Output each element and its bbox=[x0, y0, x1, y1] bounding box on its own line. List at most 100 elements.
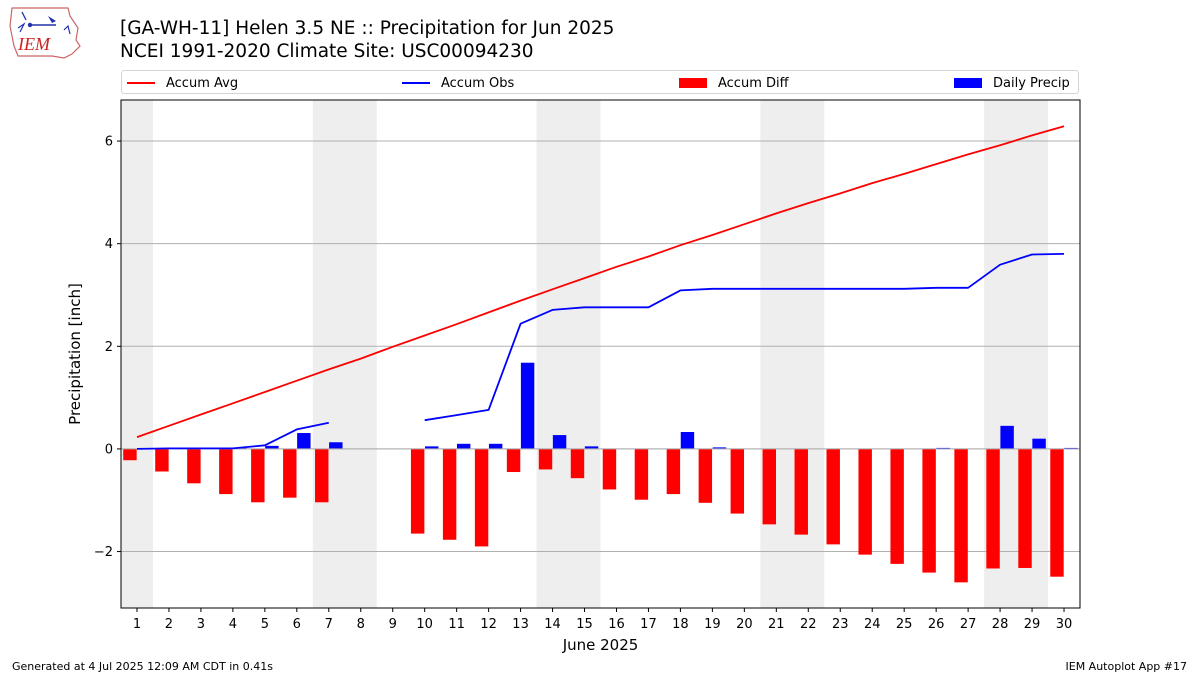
accum-obs-line-segment-1 bbox=[136, 421, 329, 450]
accum-diff-bar-day-13 bbox=[506, 448, 521, 473]
xtick-label-29: 29 bbox=[1024, 617, 1041, 632]
daily-precip-bar-day-26 bbox=[936, 447, 950, 449]
xtick-label-30: 30 bbox=[1056, 617, 1073, 632]
legend-label-accum-avg: Accum Avg bbox=[166, 75, 239, 91]
legend-item-daily-precip: Daily Precip bbox=[954, 74, 1070, 92]
weekend-shading bbox=[121, 100, 1049, 608]
daily-precip-bar-day-15 bbox=[584, 446, 599, 449]
daily-precip-bar-day-6 bbox=[297, 433, 311, 449]
legend-label-daily-precip: Daily Precip bbox=[993, 75, 1070, 91]
accum-diff-bar-day-11 bbox=[442, 448, 457, 540]
accum-diff-bar-day-14 bbox=[538, 448, 553, 470]
xtick-label-20: 20 bbox=[736, 617, 753, 632]
title-line-1: [GA-WH-11] Helen 3.5 NE :: Precipitation… bbox=[120, 18, 615, 39]
accum-diff-bar-day-16 bbox=[602, 448, 617, 490]
accum-obs-line-segment-2 bbox=[424, 253, 1065, 422]
y-axis-label: Precipitation [inch] bbox=[66, 283, 84, 425]
legend-item-accum-avg: Accum Avg bbox=[127, 74, 238, 92]
legend-swatch-accum-obs bbox=[402, 82, 430, 84]
xtick-label-27: 27 bbox=[960, 617, 977, 632]
daily-precip-bar-day-13 bbox=[520, 362, 535, 449]
daily-precip-bar-day-18 bbox=[680, 431, 695, 449]
xtick-label-17: 17 bbox=[640, 617, 657, 632]
daily-precip-bar-day-10 bbox=[425, 446, 439, 449]
shade-band-2 bbox=[312, 100, 377, 608]
xtick-label-5: 5 bbox=[261, 617, 269, 632]
xtick-label-25: 25 bbox=[896, 617, 913, 632]
xtick-label-16: 16 bbox=[608, 617, 625, 632]
plot-frame bbox=[120, 99, 1081, 609]
footer-generated: Generated at 4 Jul 2025 12:09 AM CDT in … bbox=[12, 660, 273, 673]
x-axis-label: June 2025 bbox=[562, 636, 639, 654]
xtick-label-1: 1 bbox=[133, 617, 141, 632]
accum-diff-bar-day-27 bbox=[954, 448, 968, 583]
accum-diff-bar-day-3 bbox=[187, 448, 201, 484]
legend-label-accum-diff: Accum Diff bbox=[718, 75, 789, 91]
accum-diff-bar-day-21 bbox=[762, 448, 776, 525]
title-line-2: NCEI 1991-2020 Climate Site: USC00094230 bbox=[120, 41, 534, 62]
accum-diff-bar-day-19 bbox=[698, 448, 713, 503]
xtick-label-26: 26 bbox=[928, 617, 945, 632]
daily-precip-bar-day-12 bbox=[488, 443, 503, 449]
legend-swatch-accum-avg bbox=[127, 82, 155, 84]
accum-diff-bar-day-25 bbox=[890, 448, 904, 564]
footer-app: IEM Autoplot App #17 bbox=[1065, 660, 1188, 673]
accum-diff-bar-day-15 bbox=[570, 448, 585, 479]
shade-band-1 bbox=[121, 100, 153, 608]
xtick-label-14: 14 bbox=[544, 617, 561, 632]
ytick-label-4: 4 bbox=[105, 237, 113, 252]
daily-precip-bar-day-29 bbox=[1032, 438, 1046, 449]
accum-diff-bar-day-20 bbox=[730, 448, 745, 514]
daily-precip-bar-day-5 bbox=[265, 445, 279, 449]
xtick-label-23: 23 bbox=[832, 617, 849, 632]
accum-diff-bar-day-29 bbox=[1018, 448, 1032, 568]
xtick-label-22: 22 bbox=[800, 617, 817, 632]
chart-title: [GA-WH-11] Helen 3.5 NE :: Precipitation… bbox=[120, 17, 614, 63]
accum-diff-bar-day-26 bbox=[922, 448, 936, 573]
legend-label-accum-obs: Accum Obs bbox=[441, 75, 515, 91]
daily-precip-bar-day-7 bbox=[329, 442, 343, 449]
accum-diff-bar-day-24 bbox=[858, 448, 872, 555]
legend-swatch-daily-precip bbox=[954, 78, 982, 88]
accum-diff-bar-day-28 bbox=[986, 448, 1000, 569]
shade-band-3 bbox=[536, 100, 601, 608]
accum-diff-bar-day-7 bbox=[315, 448, 329, 503]
accum-diff-bar-day-18 bbox=[666, 448, 681, 495]
accum-diff-bar-day-5 bbox=[251, 448, 265, 503]
iem-logo: IEM bbox=[9, 7, 81, 59]
legend: Accum Avg Accum Obs Accum Diff Daily Pre… bbox=[121, 70, 1079, 94]
daily-precip-bar-day-19 bbox=[712, 447, 727, 449]
xtick-label-15: 15 bbox=[576, 617, 593, 632]
xtick-label-21: 21 bbox=[768, 617, 785, 632]
xtick-label-4: 4 bbox=[229, 617, 237, 632]
xtick-label-19: 19 bbox=[704, 617, 721, 632]
xtick-label-24: 24 bbox=[864, 617, 881, 632]
shade-band-4 bbox=[760, 100, 825, 608]
lines bbox=[136, 125, 1065, 450]
daily-precip-bar-day-28 bbox=[1000, 425, 1014, 449]
accum-diff-bar-day-1 bbox=[123, 448, 137, 461]
accum-diff-bar-day-17 bbox=[634, 448, 649, 500]
xtick-label-12: 12 bbox=[480, 617, 497, 632]
xtick-label-11: 11 bbox=[448, 617, 465, 632]
legend-swatch-accum-diff bbox=[679, 78, 707, 88]
accum-diff-bar-day-12 bbox=[474, 448, 489, 547]
accum-diff-bar-day-22 bbox=[794, 448, 808, 535]
xtick-label-7: 7 bbox=[325, 617, 333, 632]
accum-diff-bar-day-30 bbox=[1050, 448, 1064, 577]
xtick-label-2: 2 bbox=[165, 617, 173, 632]
accum-diff-bar-day-10 bbox=[410, 448, 425, 534]
legend-item-accum-diff: Accum Diff bbox=[679, 74, 789, 92]
xtick-label-18: 18 bbox=[672, 617, 689, 632]
daily-precip-bar-day-11 bbox=[456, 443, 471, 449]
xtick-label-8: 8 bbox=[357, 617, 365, 632]
xtick-label-9: 9 bbox=[389, 617, 397, 632]
ytick-label-2: 2 bbox=[105, 340, 113, 355]
bars bbox=[121, 362, 1080, 583]
xtick-label-13: 13 bbox=[512, 617, 529, 632]
logo-text: IEM bbox=[17, 34, 51, 54]
ytick-label-0: 0 bbox=[105, 442, 113, 457]
ytick-label-6: 6 bbox=[105, 135, 113, 150]
xtick-label-6: 6 bbox=[293, 617, 301, 632]
